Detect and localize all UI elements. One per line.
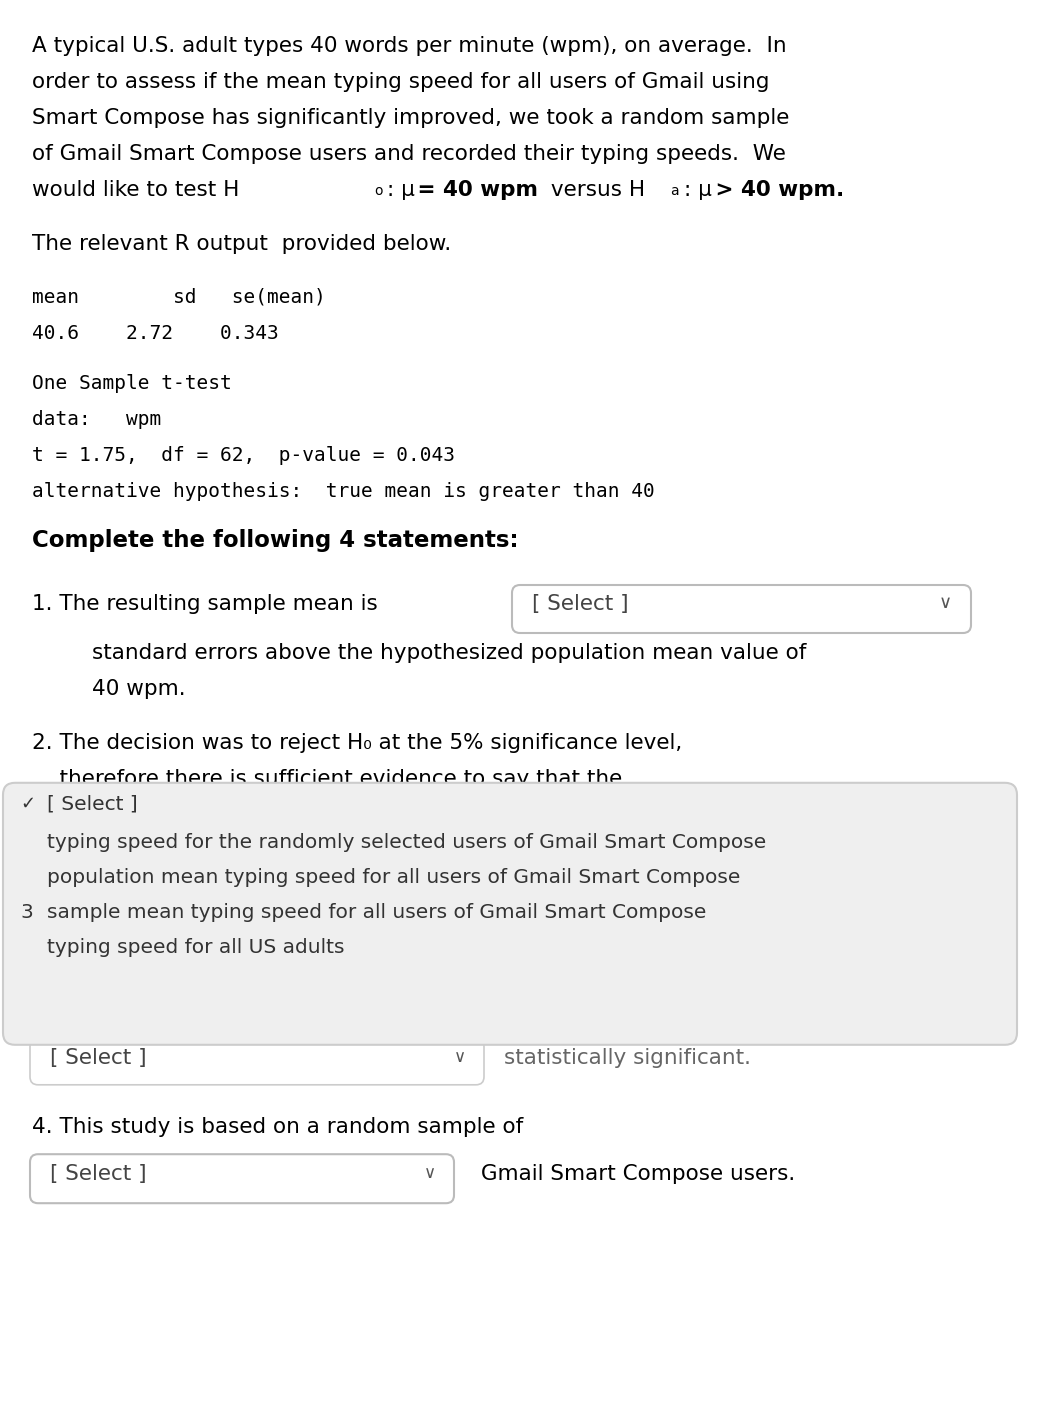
Text: > 40 wpm.: > 40 wpm. — [708, 180, 845, 200]
Text: [ Select ]: [ Select ] — [532, 594, 629, 614]
Text: 2. The decision was to reject H₀ at the 5% significance level,: 2. The decision was to reject H₀ at the … — [32, 732, 683, 753]
Text: typing speed for the randomly selected users of Gmail Smart Compose: typing speed for the randomly selected u… — [47, 832, 766, 852]
Text: 40.6    2.72    0.343: 40.6 2.72 0.343 — [32, 324, 279, 344]
Text: data:   wpm: data: wpm — [32, 410, 161, 429]
Text: therefore there is sufficient evidence to say that the: therefore there is sufficient evidence t… — [32, 769, 622, 788]
Text: t = 1.75,  df = 62,  p-value = 0.043: t = 1.75, df = 62, p-value = 0.043 — [32, 446, 456, 466]
Text: Complete the following 4 statements:: Complete the following 4 statements: — [32, 529, 519, 552]
FancyBboxPatch shape — [512, 584, 971, 634]
Text: Gmail Smart Compose users.: Gmail Smart Compose users. — [474, 1164, 795, 1184]
Text: [ Select ]: [ Select ] — [50, 1164, 146, 1184]
Text: ✓: ✓ — [20, 794, 35, 812]
Text: standard errors above the hypothesized population mean value of: standard errors above the hypothesized p… — [92, 642, 807, 663]
Text: of Gmail Smart Compose users and recorded their typing speeds.  We: of Gmail Smart Compose users and recorde… — [32, 144, 786, 163]
Text: order to assess if the mean typing speed for all users of Gmail using: order to assess if the mean typing speed… — [32, 72, 769, 92]
Text: The relevant R output  provided below.: The relevant R output provided below. — [32, 234, 451, 253]
Text: ∨: ∨ — [939, 594, 952, 612]
Text: A typical U.S. adult types 40 words per minute (wpm), on average.  In: A typical U.S. adult types 40 words per … — [32, 37, 787, 56]
FancyBboxPatch shape — [31, 1155, 454, 1204]
Text: typing speed for all US adults: typing speed for all US adults — [47, 939, 344, 957]
Text: [ Select ]: [ Select ] — [50, 1048, 146, 1067]
Text: a: a — [670, 184, 679, 199]
Text: 1. The resulting sample mean is: 1. The resulting sample mean is — [32, 594, 385, 614]
Text: : μ: : μ — [684, 180, 712, 200]
Text: 40 wpm.: 40 wpm. — [92, 679, 185, 698]
Text: population mean typing speed for all users of Gmail Smart Compose: population mean typing speed for all use… — [47, 867, 741, 887]
Text: One Sample t-test: One Sample t-test — [32, 375, 231, 393]
Text: = 40 wpm: = 40 wpm — [410, 180, 538, 200]
Text: would like to test H: would like to test H — [32, 180, 240, 200]
Text: versus H: versus H — [544, 180, 645, 200]
FancyBboxPatch shape — [31, 1039, 484, 1084]
Text: mean        sd   se(mean): mean sd se(mean) — [32, 289, 326, 307]
Text: 3: 3 — [20, 903, 33, 922]
Text: ∨: ∨ — [424, 1164, 437, 1183]
Text: [ Select ]: [ Select ] — [47, 794, 138, 814]
Text: o: o — [375, 184, 383, 199]
Text: alternative hypothesis:  true mean is greater than 40: alternative hypothesis: true mean is gre… — [32, 483, 654, 501]
Text: 4. This study is based on a random sample of: 4. This study is based on a random sampl… — [32, 1118, 523, 1138]
Text: : μ: : μ — [387, 180, 414, 200]
Text: statistically significant.: statistically significant. — [504, 1048, 751, 1067]
Text: Smart Compose has significantly improved, we took a random sample: Smart Compose has significantly improved… — [32, 108, 789, 128]
Text: sample mean typing speed for all users of Gmail Smart Compose: sample mean typing speed for all users o… — [47, 903, 706, 922]
FancyBboxPatch shape — [3, 783, 1017, 1045]
Text: ∨: ∨ — [454, 1048, 466, 1066]
